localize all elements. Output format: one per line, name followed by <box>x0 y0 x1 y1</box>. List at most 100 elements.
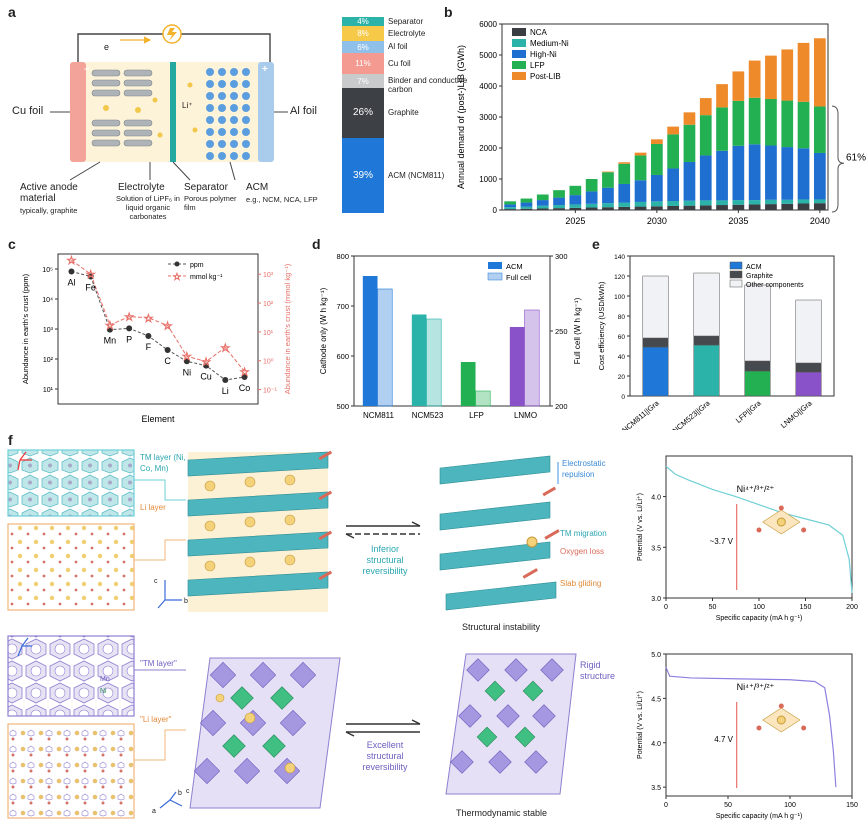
bar-segment <box>536 208 549 210</box>
panel-label-c: c <box>8 236 16 252</box>
y2-tick-label: 10⁻¹ <box>263 388 277 395</box>
element-label: Li <box>222 386 229 396</box>
bar-full-cell <box>377 288 393 407</box>
panel-label-b: b <box>444 4 453 20</box>
x-tick-label: LFP <box>469 411 484 420</box>
bar-segment <box>602 203 614 208</box>
tm-layer-box <box>7 449 135 517</box>
y-tick-label: 700 <box>336 302 349 311</box>
legend-swatch <box>488 262 502 269</box>
bar-segment <box>797 148 810 200</box>
bar-segment <box>716 150 728 201</box>
bar-segment <box>699 155 712 201</box>
element-label: Ni <box>183 367 192 377</box>
y-tick-label: 4.0 <box>651 741 661 748</box>
stack-segment: 26% <box>342 87 384 138</box>
electron-label: e <box>104 42 110 52</box>
bar-segment <box>744 370 771 397</box>
stack-segment-value: 26% <box>352 107 373 119</box>
bar-segment <box>748 97 761 145</box>
bar-segment <box>748 200 761 205</box>
y-tick-label: 800 <box>336 252 349 261</box>
chart-f-top-voltage: 3.0 3.5 4.0 0 50 100 150 200 Specific capacity (… <box>637 455 858 622</box>
legend-label: ACM <box>746 264 762 271</box>
bar-segment <box>683 161 696 201</box>
series-line-ppm <box>71 271 245 381</box>
bar-segment <box>781 147 794 200</box>
bar-segment <box>602 187 614 204</box>
y-tick-label: 20 <box>618 374 626 381</box>
x-tick-label: NCM523 <box>412 411 444 420</box>
legend-label: Graphite <box>746 273 773 280</box>
y2-axis-label: Abundance in earth's crust (mmol kg⁻¹) <box>283 263 292 394</box>
bar-segment <box>795 299 822 364</box>
bar-acm <box>460 362 476 406</box>
legend-label: ppm <box>190 262 204 269</box>
stack-segment: 11% <box>342 53 384 75</box>
element-label: F <box>146 342 152 352</box>
bar-segment <box>744 284 771 362</box>
legend-swatch <box>487 272 503 281</box>
battery-schematic <box>50 24 288 181</box>
bar-segment <box>716 200 728 206</box>
mn-label: Mn <box>100 676 110 683</box>
ni-label: Ni <box>100 688 107 695</box>
bar-segment <box>781 199 794 204</box>
bar-segment <box>781 49 794 101</box>
ni-atom <box>776 517 786 527</box>
o-atom <box>801 527 807 533</box>
bar-segment <box>642 346 669 397</box>
legend-swatch <box>729 270 743 279</box>
panel-label-a: a <box>8 4 16 20</box>
rigid-label: Rigid structure <box>580 660 616 681</box>
x-tick-label: LNMO <box>514 411 537 420</box>
bar-segment <box>553 205 565 209</box>
bar-segment <box>797 199 810 204</box>
thermo-label: Thermodynamic stable <box>456 808 548 818</box>
bar-segment <box>618 183 631 203</box>
x-axis-label: Element <box>141 414 175 424</box>
data-point-mmol: ☆ <box>124 312 134 324</box>
plot-frame <box>629 255 835 397</box>
legend-swatch <box>512 50 526 58</box>
bar-segment <box>748 144 761 201</box>
bar-segment <box>716 205 728 210</box>
y-tick-label: 600 <box>336 352 349 361</box>
legend-label: Other components <box>746 282 804 289</box>
y-tick-label: 3.0 <box>651 596 661 603</box>
bar-segment <box>813 106 826 153</box>
bar-segment <box>683 205 696 210</box>
bar-segment <box>650 206 663 210</box>
data-point-ppm <box>241 374 248 381</box>
separator-sub: Porous polymer film <box>184 194 237 212</box>
y-tick-label: 120 <box>614 274 625 281</box>
bar-segment <box>634 180 647 202</box>
bar-segment <box>797 101 810 149</box>
x-tick-label: NCM811||Gra <box>620 398 661 430</box>
anode-title: Active anode material <box>20 182 78 204</box>
bar-segment <box>683 200 696 206</box>
bar-segment <box>618 163 631 184</box>
data-point-mmol: ☆ <box>143 313 153 325</box>
legend-label: LFP <box>530 61 545 70</box>
y-tick-label: 500 <box>336 402 349 411</box>
acm-title: ACM <box>246 182 269 193</box>
bar-segment <box>504 204 517 208</box>
legend-swatch <box>729 279 743 288</box>
bar-segment <box>765 99 777 146</box>
stack-segment-value: 8% <box>357 29 369 39</box>
redox-label: Ni⁴⁺/³⁺/²⁺ <box>737 682 775 692</box>
y-axis-label: Cost efficiency (USD/kWh) <box>597 281 606 370</box>
bar-full-cell <box>426 318 442 407</box>
bar-segment <box>634 155 647 181</box>
electrostatic-label: Electrostatic repulsion <box>562 459 606 479</box>
bar-segment <box>504 209 517 210</box>
y-tick-label: 100 <box>614 294 625 301</box>
bar-segment <box>618 162 631 164</box>
bar-segment <box>765 204 777 210</box>
stack-segment-value: 6% <box>357 42 369 52</box>
data-point-mmol: ☆ <box>105 320 115 332</box>
legend-swatch <box>512 61 526 69</box>
y-tick-label: 1000 <box>479 175 497 184</box>
bar-segment <box>650 139 663 144</box>
